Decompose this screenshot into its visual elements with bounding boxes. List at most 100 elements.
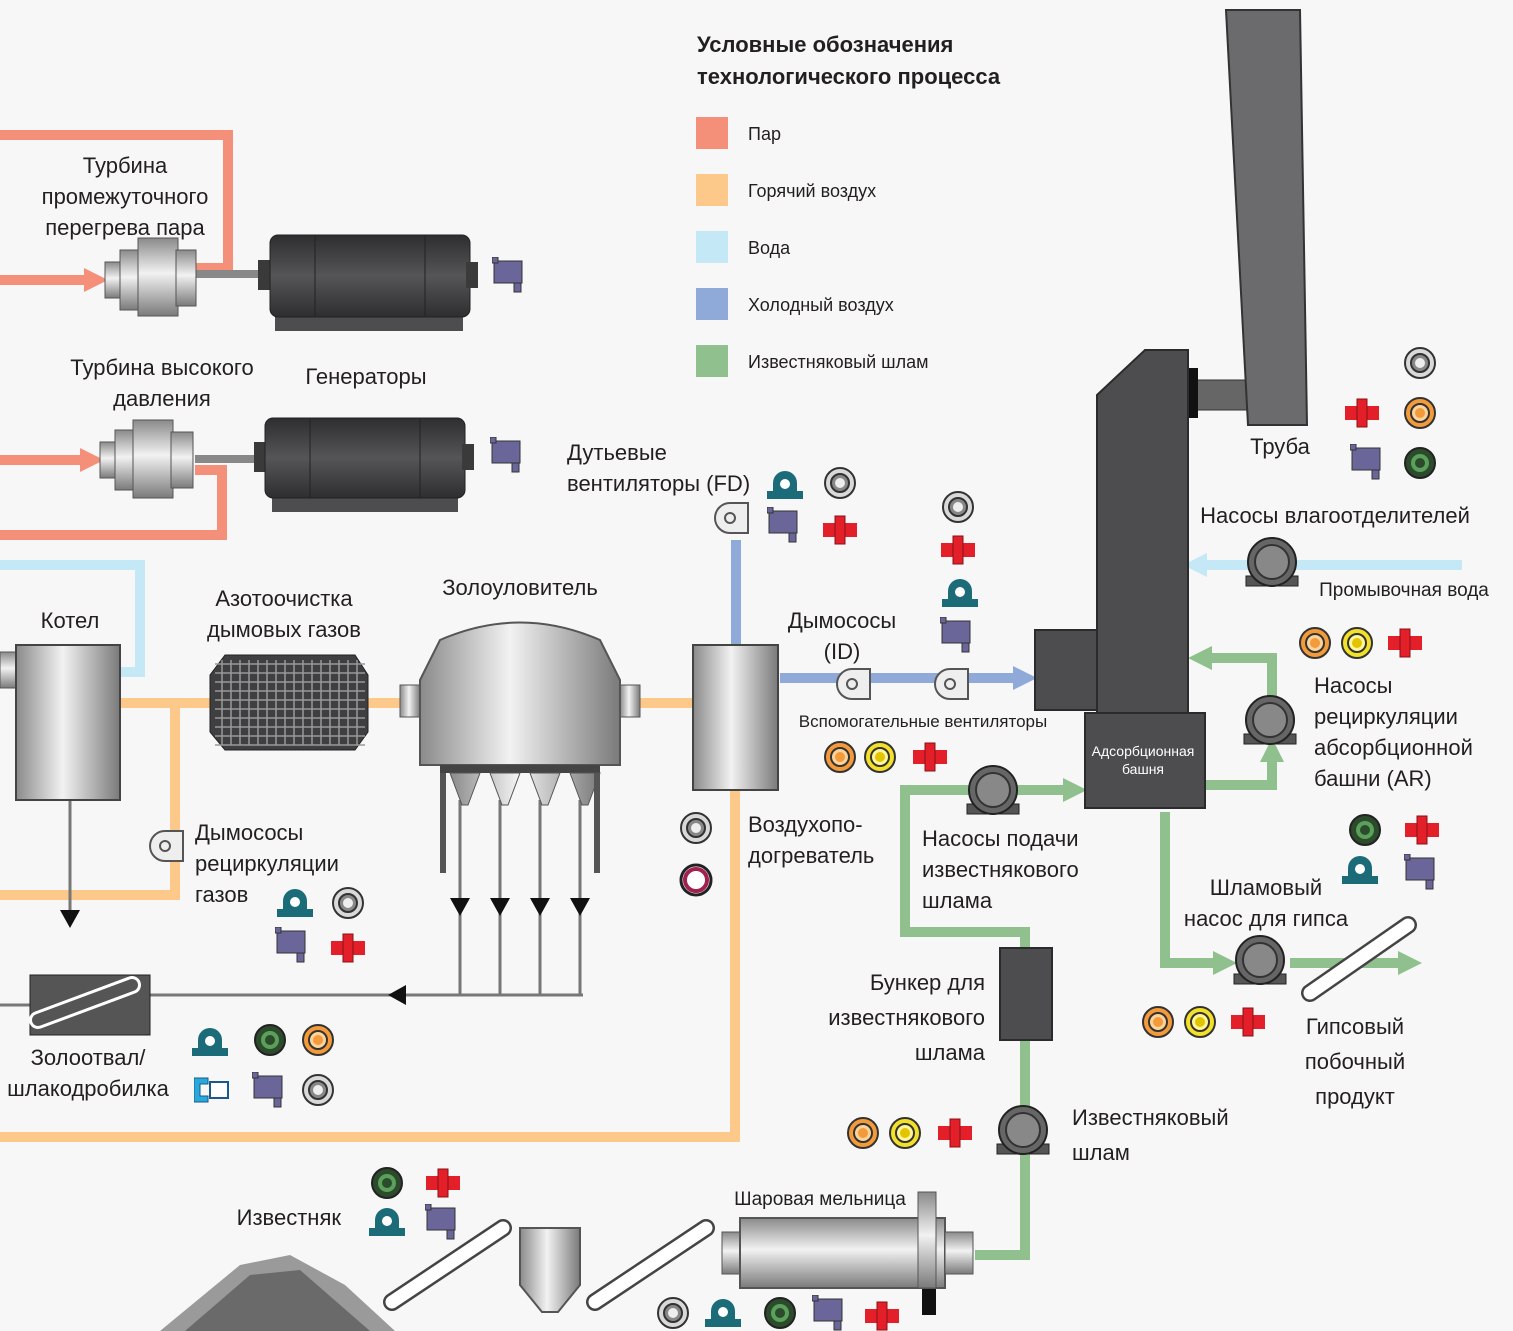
legend-swatch [696, 345, 728, 377]
label: известнякового [922, 857, 1079, 882]
label: побочный [1305, 1049, 1405, 1074]
label: перегрева пара [45, 215, 205, 240]
slurry-silo [1000, 948, 1052, 1040]
fan [837, 669, 870, 699]
fan [935, 669, 968, 699]
motor [1404, 854, 1434, 889]
b-gray [681, 813, 711, 843]
hp-turbine [100, 420, 265, 498]
legend-title: Условные обозначения [697, 32, 953, 57]
slurry-pipe [1205, 750, 1272, 785]
legend-label: Известняковый шлам [748, 352, 928, 372]
label: догреватель [748, 843, 874, 868]
label: шлама [922, 888, 993, 913]
label: шлама [915, 1040, 986, 1065]
pump [967, 766, 1019, 814]
denox [210, 655, 368, 750]
hopper-lines [460, 800, 580, 995]
label: Турбина [83, 153, 168, 178]
b-gray [1405, 348, 1435, 378]
b-orange [1143, 1007, 1173, 1037]
label: рециркуляции [195, 851, 339, 876]
label: (ID) [824, 639, 861, 664]
limestone-hopper [520, 1228, 580, 1312]
pump [1244, 696, 1296, 744]
pump [1246, 538, 1298, 586]
b-gray [333, 888, 363, 918]
coupling [194, 1078, 228, 1102]
pillow [767, 471, 803, 499]
valve [941, 536, 975, 564]
label: Труба [1250, 434, 1311, 459]
b-green [372, 1168, 402, 1198]
label: Промывочная вода [1319, 580, 1489, 601]
b-orange [825, 742, 855, 772]
motor [275, 927, 305, 962]
label: Гипсовый [1306, 1014, 1404, 1039]
legend-title: технологического процесса [697, 64, 1001, 89]
process-diagram: Условные обозначения технологического про… [0, 0, 1513, 1331]
label: известнякового [828, 1005, 985, 1030]
legend: Условные обозначения технологического про… [696, 32, 1001, 377]
motor [767, 507, 797, 542]
label: Насосы [1314, 673, 1392, 698]
label: промежуточного [42, 184, 209, 209]
valve [913, 743, 947, 771]
label: Генераторы [305, 364, 426, 389]
label: Воздухопо- [748, 812, 863, 837]
valve [331, 934, 365, 962]
arrow [388, 985, 406, 1005]
b-green [255, 1025, 285, 1055]
absorber-tower [1035, 350, 1205, 808]
fan [715, 503, 748, 533]
pillow [1342, 856, 1378, 884]
motor [492, 257, 522, 292]
legend-swatch [696, 174, 728, 206]
legend-label: Холодный воздух [748, 295, 894, 315]
label: Бункер для [870, 970, 985, 995]
valve [1345, 399, 1379, 427]
label: Известняковый [1072, 1105, 1229, 1130]
reheat-turbine [105, 238, 265, 316]
b-gray [303, 1075, 333, 1105]
pillow [369, 1208, 405, 1236]
stack [1186, 10, 1307, 425]
legend-label: Вода [748, 238, 791, 258]
label: дымовых газов [207, 617, 361, 642]
legend-swatch [696, 117, 728, 149]
label: насос для гипса [1184, 906, 1349, 931]
b-green [1405, 448, 1435, 478]
generator [258, 235, 478, 331]
motor [252, 1072, 282, 1107]
label: Дымососы [195, 820, 303, 845]
legend-swatch [696, 288, 728, 320]
label: Дымососы [788, 608, 896, 633]
label: Золоотвал/ [31, 1045, 147, 1070]
b-gray [825, 468, 855, 498]
b-yellow [1342, 628, 1372, 658]
legend-swatch [696, 231, 728, 263]
valve [426, 1169, 460, 1197]
label: вентиляторы (FD) [567, 471, 750, 496]
label: газов [195, 882, 248, 907]
label: Шаровая мельница [734, 1189, 906, 1210]
motor [940, 617, 970, 652]
label: Турбина высокого [70, 355, 253, 380]
valve [1388, 629, 1422, 657]
label: Известняк [237, 1205, 342, 1230]
label: абсорбционной [1314, 735, 1473, 760]
electrostatic-precipitator [400, 623, 640, 874]
slurry-pipe [1200, 658, 1272, 700]
b-green [1350, 815, 1380, 845]
b-yellow [865, 742, 895, 772]
label: давления [113, 386, 211, 411]
boiler [0, 645, 120, 800]
legend-label: Пар [748, 124, 781, 144]
pillow [705, 1299, 741, 1327]
label: Котел [41, 608, 100, 633]
air-heater [693, 645, 778, 790]
b-gray [943, 492, 973, 522]
valve [1231, 1008, 1265, 1036]
motor [1350, 444, 1380, 479]
motor [490, 437, 520, 472]
